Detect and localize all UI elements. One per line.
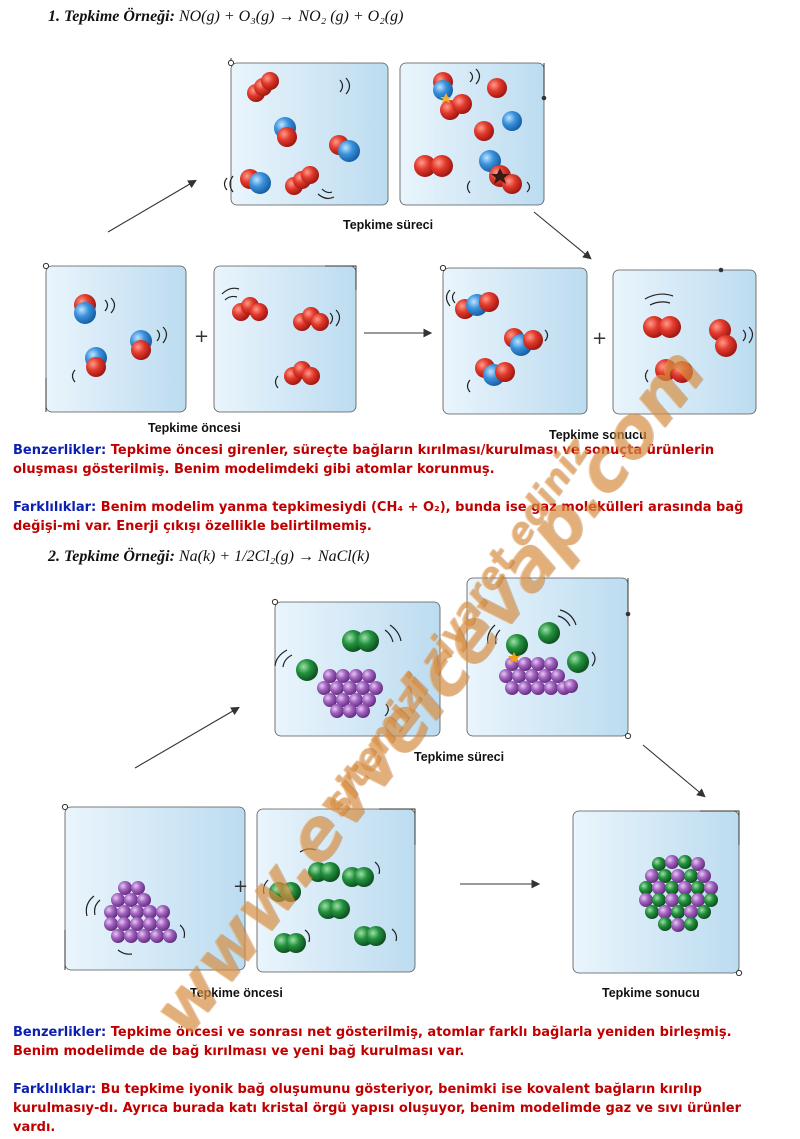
example2-heading: 2. Tepkime Örneği: Na(k) + 1/2Cl₂(g) → N… <box>48 548 370 566</box>
ex1-differences: Farklılıklar: Benim modelim yanma tepkim… <box>13 498 778 536</box>
ex2-caption-process: Tepkime süreci <box>414 750 505 764</box>
ex2-atoms-before-left <box>85 881 186 955</box>
ex2-atoms-before-right <box>262 848 398 953</box>
ex1-molecules-process-right <box>414 68 531 194</box>
ex2-differences: Farklılıklar: Bu tepkime iyonik bağ oluş… <box>13 1080 778 1137</box>
ex2-differences-label: Farklılıklar: <box>13 1082 97 1097</box>
ex1-plus-before: + <box>194 326 210 347</box>
ex2-similarities: Benzerlikler: Tepkime öncesi ve sonrası … <box>13 1023 778 1061</box>
ex1-molecules-after-left <box>445 289 549 393</box>
ex2-box-process-right <box>466 577 632 740</box>
ex1-box-after-right <box>612 267 757 415</box>
ex2-caption-after: Tepkime sonucu <box>602 986 700 1000</box>
ex1-similarities: Benzerlikler: Tepkime öncesi girenler, s… <box>13 441 778 479</box>
example1-title-prefix: 1. Tepkime Örneği: <box>48 8 175 25</box>
example1-heading: 1. Tepkime Örneği: NO(g) + O₃(g) → NO₂ (… <box>48 8 403 26</box>
example1-equation: NO(g) + O₃(g) → NO₂ (g) + O₂(g) <box>178 8 404 25</box>
ex1-molecules-after-right <box>643 293 754 383</box>
ex1-arrow-to-process <box>107 179 197 233</box>
example2-equation: Na(k) + 1/2Cl₂(g) → NaCl(k) <box>178 548 370 565</box>
ex2-plus-before: + <box>233 876 249 897</box>
ex2-similarities-text: Tepkime öncesi ve sonrası net gösterilmi… <box>13 1025 732 1059</box>
ex2-atoms-process-right <box>487 609 596 695</box>
ex1-caption-process: Tepkime süreci <box>343 218 434 232</box>
ex1-similarities-label: Benzerlikler: <box>13 443 107 458</box>
ex2-differences-text: Bu tepkime iyonik bağ oluşumunu gösteriy… <box>13 1082 742 1135</box>
ex2-similarities-label: Benzerlikler: <box>13 1025 107 1040</box>
ex2-caption-before: Tepkime öncesi <box>190 986 283 1000</box>
ex1-similarities-text: Tepkime öncesi girenler, süreçte bağları… <box>13 443 715 477</box>
ex1-box-process-right <box>399 62 547 206</box>
ex1-plus-after: + <box>592 328 608 349</box>
example2-title-prefix: 2. Tepkime Örneği: <box>48 548 175 565</box>
ex1-box-before-left <box>42 262 187 413</box>
ex1-differences-label: Farklılıklar: <box>13 500 97 515</box>
ex2-crystal-after <box>639 855 718 932</box>
ex1-differences-text: Benim modelim yanma tepkimesiydi (CH₄ + … <box>13 500 744 534</box>
ex2-arrow-to-result <box>642 744 706 798</box>
ex1-molecules-before-right <box>221 287 341 389</box>
ex1-caption-after: Tepkime sonucu <box>549 428 647 442</box>
ex1-arrow-to-result <box>533 211 592 260</box>
ex1-molecules-process-left <box>223 72 360 200</box>
ex2-atoms-process-left <box>274 624 402 718</box>
ex2-arrow-to-process <box>134 706 240 769</box>
ex1-molecules-before-left <box>71 294 168 383</box>
ex1-box-process-left <box>227 58 389 206</box>
ex1-caption-before: Tepkime öncesi <box>148 421 241 435</box>
